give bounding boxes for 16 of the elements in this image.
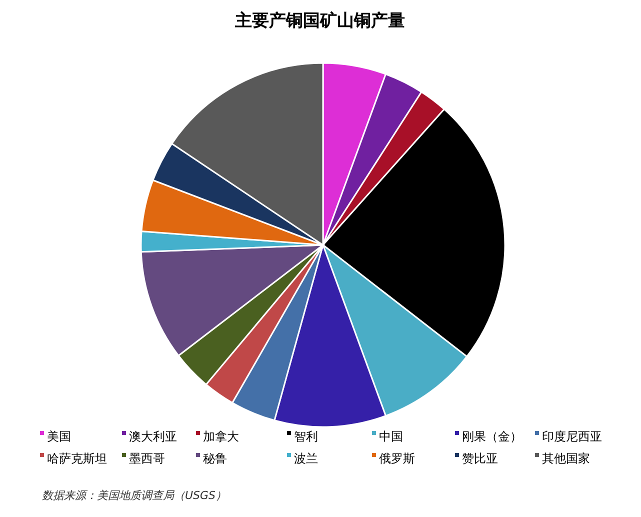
legend-label: 秘鲁 <box>203 451 227 466</box>
legend-label: 印度尼西亚 <box>542 429 602 444</box>
legend-label: 赞比亚 <box>462 451 498 466</box>
legend-label: 美国 <box>47 429 71 444</box>
legend-label: 墨西哥 <box>129 451 165 466</box>
legend-label: 波兰 <box>294 451 318 466</box>
legend-label: 澳大利亚 <box>129 429 177 444</box>
source-note: 数据来源：美国地质调查局（USGS） <box>42 489 227 502</box>
legend-label: 刚果（金） <box>462 429 522 444</box>
legend-label: 智利 <box>294 429 318 444</box>
legend-label: 其他国家 <box>542 451 590 466</box>
chart-title: 主要产铜国矿山铜产量 <box>234 11 405 31</box>
legend-label: 中国 <box>379 429 403 444</box>
legend-label: 加拿大 <box>203 429 239 444</box>
legend-label: 哈萨克斯坦 <box>47 451 107 466</box>
legend-label: 俄罗斯 <box>379 451 415 466</box>
